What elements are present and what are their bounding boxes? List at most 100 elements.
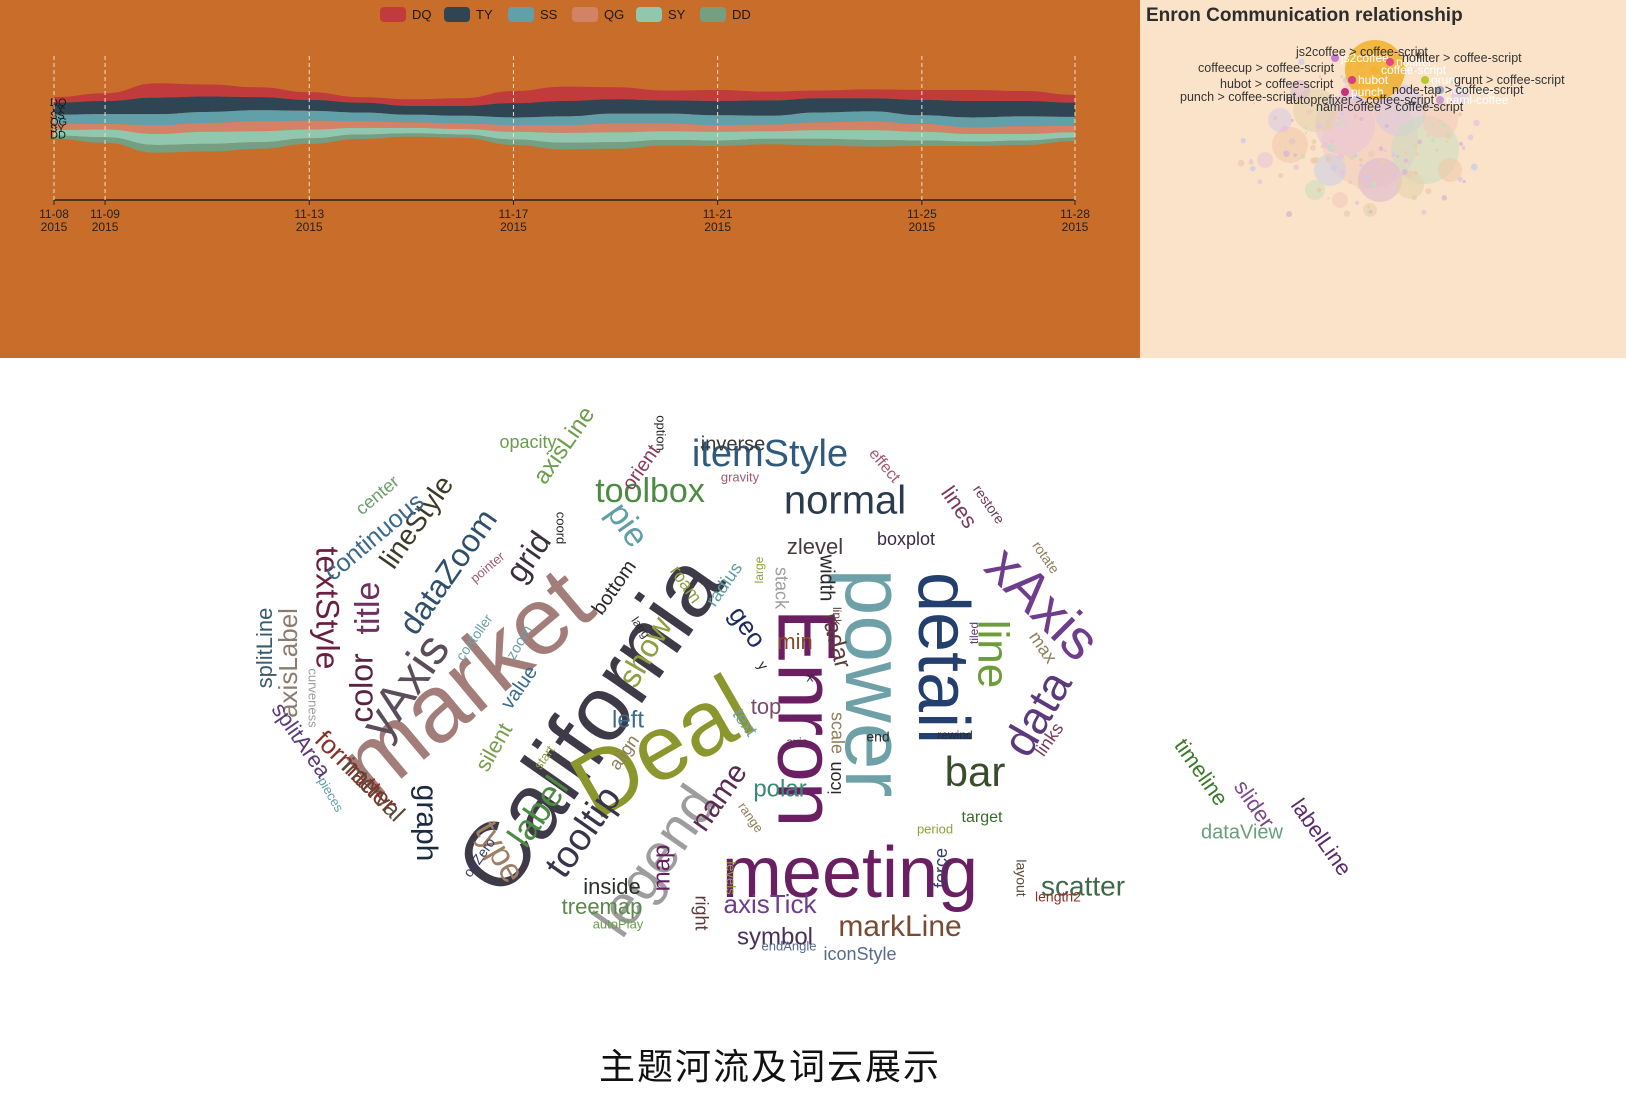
word-tiled: tiled bbox=[967, 622, 981, 644]
word-cloud: CaliforniamarketDealEnronpowerdetailmeet… bbox=[252, 402, 1357, 964]
graph-small-node bbox=[1412, 68, 1415, 72]
legend-item-ty[interactable]: TY bbox=[444, 7, 493, 22]
word-meeting: meeting bbox=[722, 833, 978, 913]
legend-item-sy[interactable]: SY bbox=[636, 7, 686, 22]
x-tick-label: 11-17 bbox=[499, 207, 529, 221]
graph-node-node-tap[interactable] bbox=[1436, 86, 1444, 94]
graph-small-node bbox=[1327, 197, 1330, 200]
x-tick-year: 2015 bbox=[704, 220, 731, 234]
graph-node-grunt[interactable] bbox=[1421, 76, 1429, 84]
graph-small-node bbox=[1428, 104, 1433, 109]
word-gravity: gravity bbox=[721, 469, 760, 484]
word-itemstyle: itemStyle bbox=[692, 433, 848, 475]
graph-small-node bbox=[1391, 152, 1396, 157]
theme-river-chart: DQTYSSQGSYDD11-08201511-09201511-1320151… bbox=[39, 7, 1090, 234]
graph-small-node bbox=[1457, 112, 1462, 117]
graph-small-node bbox=[1458, 141, 1464, 147]
graph-background-node bbox=[1290, 80, 1310, 100]
graph-small-node bbox=[1340, 112, 1344, 116]
legend-label: SY bbox=[668, 7, 686, 22]
graph-small-node bbox=[1304, 126, 1308, 130]
graph-small-node bbox=[1278, 142, 1281, 145]
legend-item-ss[interactable]: SS bbox=[508, 7, 558, 22]
graph-small-node bbox=[1413, 171, 1418, 176]
word-power: power bbox=[828, 569, 922, 798]
graph-edge-label: punch > coffee-script bbox=[1180, 90, 1297, 104]
word-boxplot: boxplot bbox=[877, 529, 935, 549]
word-pieces: pieces bbox=[315, 774, 347, 814]
graph-small-node bbox=[1273, 115, 1278, 120]
x-tick-label: 11-21 bbox=[703, 207, 733, 221]
graph-small-node bbox=[1319, 75, 1322, 78]
graph-background-node bbox=[1314, 154, 1346, 186]
legend-item-dd[interactable]: DD bbox=[700, 7, 751, 22]
x-tick-label: 11-25 bbox=[907, 207, 937, 221]
word-inside: inside bbox=[583, 874, 640, 899]
graph-background-node bbox=[1396, 171, 1424, 199]
graph-small-node bbox=[1401, 168, 1408, 176]
graph-edge-label: node-tap > coffee-script bbox=[1392, 83, 1524, 97]
graph-small-node bbox=[1309, 144, 1316, 151]
word-width: width bbox=[816, 554, 838, 602]
graph-node-label: nami-coffee bbox=[1446, 93, 1509, 107]
graph-small-node bbox=[1398, 117, 1401, 120]
graph-small-node bbox=[1306, 109, 1312, 115]
graph-background-node bbox=[1451, 86, 1469, 104]
graph-node-punch[interactable] bbox=[1341, 88, 1349, 96]
relationship-graph-panel: coffee-script js2coffee hubot nofilter punch… bbox=[1140, 0, 1626, 358]
graph-small-node bbox=[1346, 154, 1350, 157]
graph-small-node bbox=[1343, 210, 1351, 217]
graph-small-node bbox=[1402, 111, 1406, 115]
graph-small-node bbox=[1299, 101, 1303, 104]
graph-background-node bbox=[1257, 152, 1273, 168]
graph-small-node bbox=[1382, 182, 1387, 187]
graph-node-nami-coffee[interactable] bbox=[1436, 96, 1444, 104]
word-toolbox: toolbox bbox=[595, 472, 705, 510]
graph-small-node bbox=[1417, 139, 1423, 145]
graph-node-hubot[interactable] bbox=[1348, 76, 1356, 84]
graph-small-node bbox=[1461, 145, 1466, 151]
word-top: top bbox=[751, 694, 782, 719]
word-zlevel: zlevel bbox=[787, 534, 843, 559]
graph-small-node bbox=[1348, 180, 1353, 185]
word-endangle: endAngle bbox=[762, 938, 817, 953]
graph-small-node bbox=[1353, 114, 1358, 119]
legend-swatch bbox=[636, 7, 662, 22]
legend-item-dq[interactable]: DQ bbox=[380, 7, 432, 22]
graph-small-node bbox=[1310, 157, 1317, 164]
graph-edge-label: js2coffee > coffee-script bbox=[1295, 45, 1428, 59]
river-band-sy[interactable] bbox=[54, 127, 1075, 145]
graph-small-node bbox=[1352, 100, 1360, 108]
word-dataview: dataView bbox=[1201, 821, 1283, 843]
graph-node-label: punch bbox=[1351, 85, 1384, 99]
x-tick-label: 11-08 bbox=[39, 207, 69, 221]
graph-node-nofilter[interactable] bbox=[1386, 58, 1394, 66]
graph-small-node bbox=[1357, 184, 1363, 189]
graph-small-node bbox=[1340, 75, 1344, 79]
legend-swatch bbox=[380, 7, 406, 22]
legend-item-qg[interactable]: QG bbox=[572, 7, 624, 22]
river-band-dd[interactable] bbox=[54, 133, 1075, 153]
graph-small-node bbox=[1354, 200, 1360, 205]
river-band-dq[interactable] bbox=[54, 83, 1075, 106]
graph-small-node bbox=[1289, 138, 1295, 144]
graph-small-node bbox=[1298, 58, 1305, 66]
graph-node-coffee-script[interactable] bbox=[1371, 66, 1379, 74]
river-band-qg[interactable] bbox=[54, 120, 1075, 134]
word-color: color bbox=[343, 653, 379, 723]
graph-small-node bbox=[1377, 112, 1382, 116]
graph-small-node bbox=[1329, 99, 1335, 105]
graph-small-node bbox=[1425, 188, 1432, 195]
x-tick-year: 2015 bbox=[500, 220, 527, 234]
graph-small-node bbox=[1329, 139, 1334, 144]
graph-small-node bbox=[1381, 159, 1385, 164]
graph-small-node bbox=[1316, 187, 1322, 193]
graph-node-js2coffee[interactable] bbox=[1331, 54, 1339, 62]
word-coord: coord bbox=[554, 512, 569, 545]
graph-small-node bbox=[1311, 139, 1317, 145]
graph-small-node bbox=[1462, 179, 1466, 184]
word-right: right bbox=[691, 895, 711, 930]
graph-small-node bbox=[1383, 149, 1387, 153]
x-tick-year: 2015 bbox=[908, 220, 935, 234]
graph-small-node bbox=[1367, 150, 1375, 158]
